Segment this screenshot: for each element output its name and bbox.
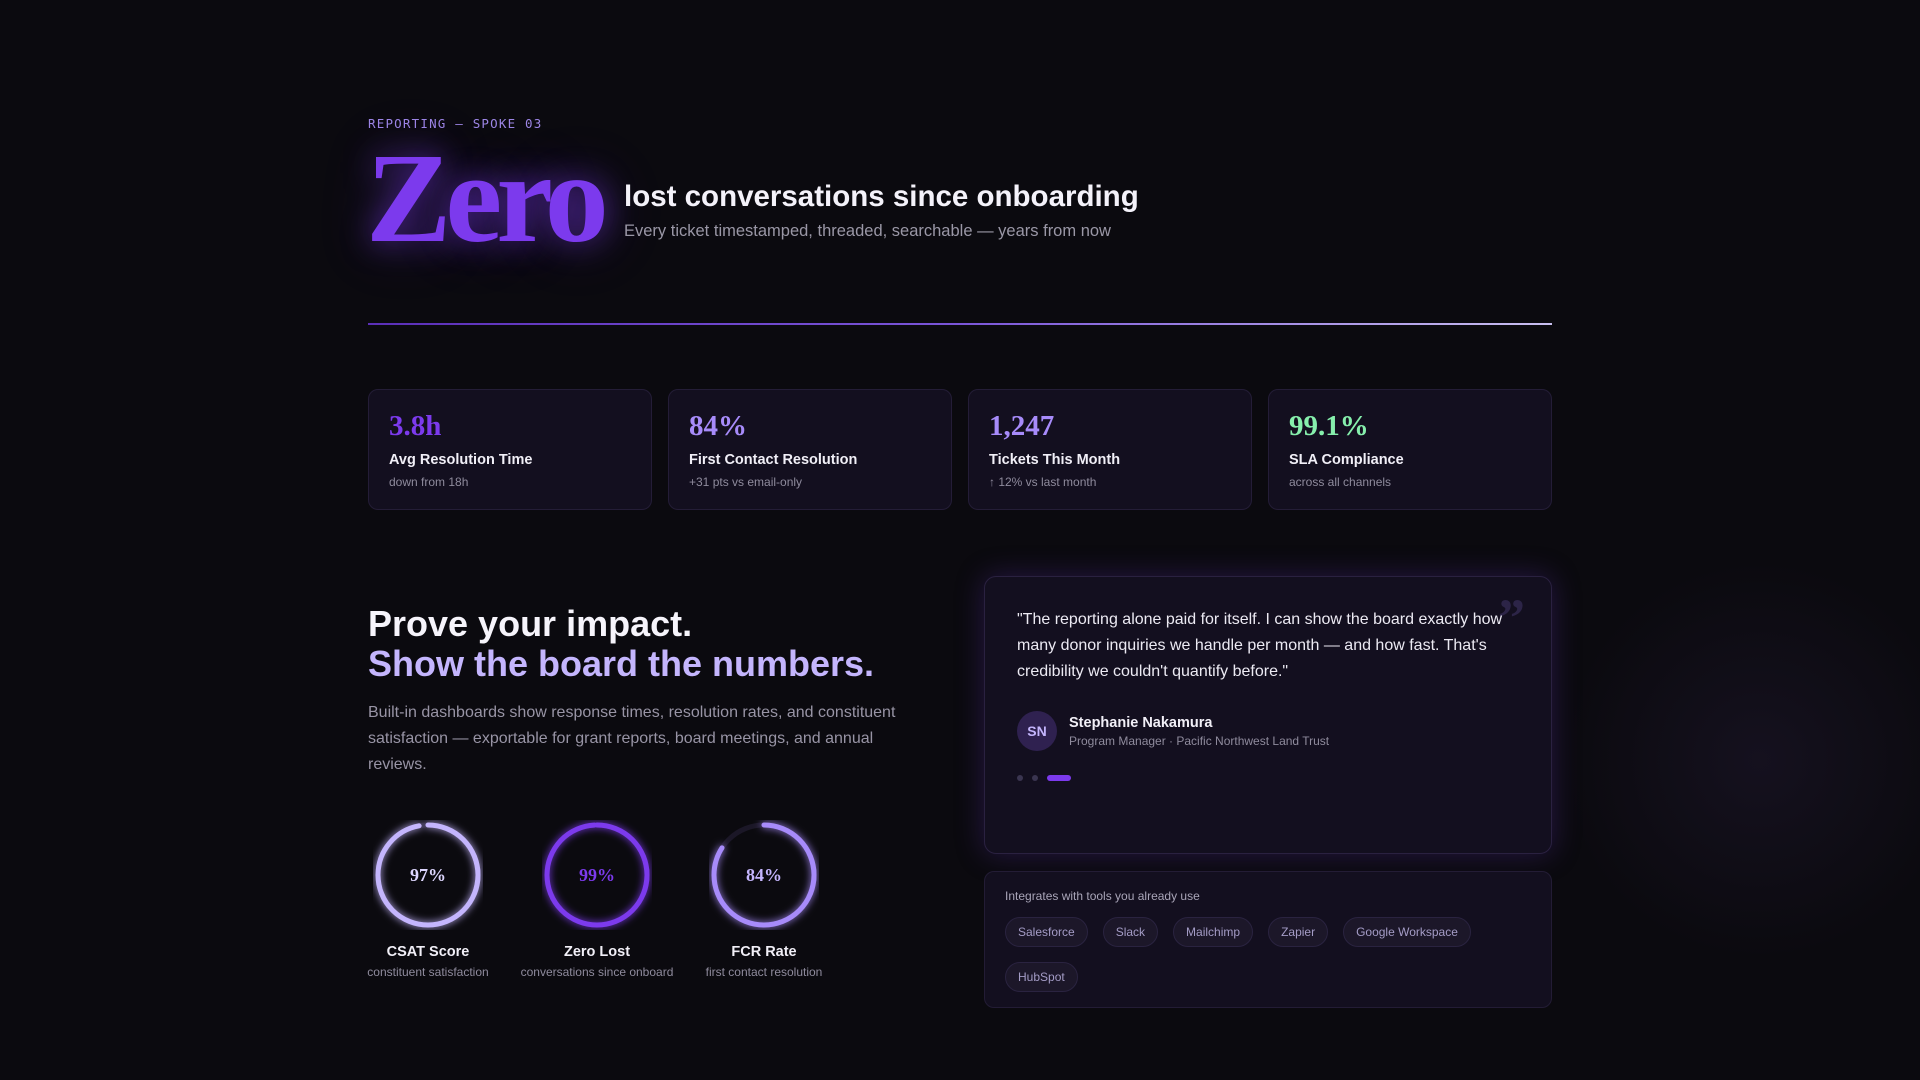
stat-card-first-contact: 84% First Contact Resolution +31 pts vs …	[668, 389, 952, 510]
integrations-card: Integrates with tools you already use Sa…	[984, 871, 1552, 1008]
chip-slack[interactable]: Slack	[1102, 917, 1159, 947]
progress-ring: 97%	[373, 820, 483, 930]
progress-ring: 99%	[542, 820, 652, 930]
section-eyebrow: REPORTING — SPOKE 03	[368, 116, 543, 131]
stat-sub: +31 pts vs email-only	[689, 475, 803, 489]
hero-zero-word: Zero	[366, 127, 609, 269]
stats-row: 3.8h Avg Resolution Time down from 18h 8…	[368, 389, 1552, 510]
progress-ring: 84%	[709, 820, 819, 930]
ring-fcr: 84% FCR Rate first contact resolution	[679, 820, 849, 979]
stat-value: 3.8h	[389, 410, 442, 442]
chip-salesforce[interactable]: Salesforce	[1005, 917, 1088, 947]
testimonial-author: SN Stephanie Nakamura Program Manager · …	[1017, 711, 1519, 751]
section-divider	[368, 323, 1552, 325]
stat-card-tickets: 1,247 Tickets This Month ↑ 12% vs last m…	[968, 389, 1252, 510]
ring-value: 84%	[746, 864, 782, 885]
chip-zapier[interactable]: Zapier	[1268, 917, 1329, 947]
author-role: Program Manager · Pacific Northwest Land…	[1069, 733, 1330, 748]
ring-label: FCR Rate	[731, 944, 797, 960]
hero-title: lost conversations since onboarding	[624, 180, 1139, 213]
ring-sub: conversations since onboard	[520, 965, 674, 979]
chip-google-workspace[interactable]: Google Workspace	[1343, 917, 1471, 947]
hero-subtitle: Every ticket timestamped, threaded, sear…	[624, 222, 1111, 240]
background-glow	[1560, 560, 1920, 960]
ring-sub: first contact resolution	[705, 965, 823, 979]
impact-description: Built-in dashboards show response times,…	[368, 704, 896, 773]
avatar: SN	[1017, 711, 1057, 751]
testimonial-card: ” "The reporting alone paid for itself. …	[984, 576, 1552, 854]
stat-sub: down from 18h	[389, 475, 469, 489]
chip-hubspot[interactable]: HubSpot	[1005, 962, 1078, 992]
testimonial-quote: "The reporting alone paid for itself. I …	[1017, 611, 1503, 680]
stat-value: 84%	[689, 410, 747, 442]
stat-card-avg-resolution: 3.8h Avg Resolution Time down from 18h	[368, 389, 652, 510]
stat-label: SLA Compliance	[1289, 452, 1404, 468]
ring-icon	[711, 822, 817, 928]
ring-csat: 97% CSAT Score constituent satisfaction	[343, 820, 513, 979]
carousel-dot-1[interactable]	[1017, 775, 1023, 781]
carousel-dots	[1017, 775, 1519, 781]
stat-label: First Contact Resolution	[689, 452, 858, 468]
quote-icon: ”	[1498, 588, 1525, 648]
stat-value: 1,247	[989, 410, 1055, 442]
integrations-title: Integrates with tools you already use	[1005, 889, 1200, 903]
ring-value: 97%	[410, 864, 446, 885]
ring-label: CSAT Score	[386, 944, 470, 960]
ring-sub: constituent satisfaction	[367, 965, 489, 979]
ring-zero-lost: 99% Zero Lost conversations since onboar…	[512, 820, 682, 979]
ring-icon	[375, 822, 481, 928]
integration-chips: Salesforce Slack Mailchimp Zapier Google…	[1005, 917, 1525, 992]
impact-heading: Prove your impact.	[368, 603, 693, 644]
ring-label: Zero Lost	[563, 944, 631, 960]
stat-card-sla: 99.1% SLA Compliance across all channels	[1268, 389, 1552, 510]
stat-value: 99.1%	[1289, 410, 1369, 442]
ring-value: 99%	[579, 864, 615, 885]
stat-sub: across all channels	[1289, 475, 1392, 489]
stat-sub: ↑ 12% vs last month	[989, 475, 1097, 489]
chip-mailchimp[interactable]: Mailchimp	[1173, 917, 1254, 947]
author-name: Stephanie Nakamura	[1069, 714, 1213, 731]
ring-icon	[544, 822, 650, 928]
stat-label: Tickets This Month	[989, 452, 1121, 468]
carousel-dot-2[interactable]	[1032, 775, 1038, 781]
stat-label: Avg Resolution Time	[389, 452, 533, 468]
carousel-dot-3[interactable]	[1047, 775, 1071, 781]
author-info: Stephanie Nakamura Program Manager · Pac…	[1069, 715, 1329, 748]
impact-subheading: Show the board the numbers.	[368, 643, 875, 684]
